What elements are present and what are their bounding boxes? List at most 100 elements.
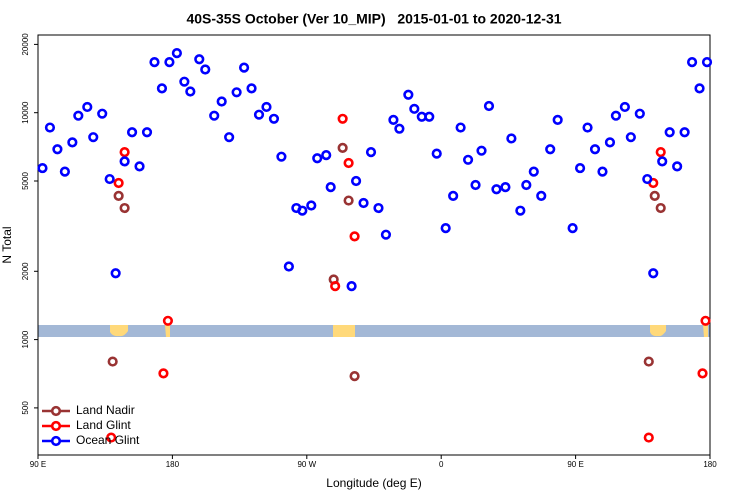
data-point: [521, 179, 532, 191]
data-point: [431, 148, 442, 159]
data-point: [246, 83, 257, 94]
ocean-strip: [38, 325, 710, 337]
data-point: [200, 64, 211, 75]
data-point: [268, 113, 280, 124]
data-point: [664, 127, 675, 138]
data-point: [104, 173, 115, 185]
data-point: [643, 356, 654, 367]
data-point: [491, 184, 502, 195]
data-point: [321, 150, 332, 161]
data-point: [59, 166, 70, 177]
data-point: [343, 195, 354, 206]
data-point: [126, 127, 138, 138]
data-point: [424, 111, 435, 122]
data-point: [113, 177, 124, 189]
x-tick-label: 180: [703, 460, 717, 469]
data-point: [238, 62, 250, 73]
data-point: [589, 144, 601, 155]
data-point: [619, 101, 630, 113]
data-point: [567, 223, 578, 234]
data-point: [694, 83, 705, 94]
data-point: [545, 144, 556, 155]
data-point: [409, 103, 420, 114]
data-point: [349, 231, 360, 242]
data-point: [185, 86, 196, 97]
data-point: [597, 166, 608, 177]
y-tick-label: 2000: [21, 262, 30, 280]
data-point: [476, 145, 487, 156]
data-point: [343, 157, 354, 169]
data-point: [365, 147, 377, 158]
data-point: [107, 356, 118, 367]
data-point: [394, 123, 405, 134]
data-point: [506, 133, 517, 144]
data-point: [312, 153, 323, 164]
data-point: [253, 109, 265, 120]
data-point: [604, 137, 616, 148]
data-point: [380, 229, 392, 240]
land-ocean-strip: [38, 325, 710, 337]
data-point: [455, 122, 466, 133]
data-point: [119, 156, 130, 167]
x-tick-label: 90 W: [297, 460, 316, 469]
y-tick-label: 5000: [21, 172, 30, 190]
data-point: [679, 127, 690, 138]
data-point: [515, 205, 526, 216]
data-point: [149, 57, 160, 68]
data-point: [179, 76, 190, 87]
data-point: [582, 122, 593, 133]
data-point: [462, 154, 474, 165]
data-point: [700, 315, 711, 326]
data-point: [224, 132, 235, 143]
data-point: [67, 137, 78, 148]
data-point: [346, 281, 357, 292]
data-point: [261, 101, 272, 113]
data-point: [209, 110, 220, 121]
data-point: [97, 108, 108, 119]
data-point: [52, 144, 63, 155]
data-point: [162, 315, 174, 326]
y-tick-label: 20000: [21, 33, 30, 56]
y-axis-label: N Total: [0, 226, 14, 263]
x-tick-label: 90 E: [567, 460, 583, 469]
data-point: [325, 181, 336, 193]
legend-label: Land Nadir: [76, 403, 135, 417]
data-point: [610, 110, 622, 121]
data-point: [330, 281, 341, 292]
data-point: [470, 179, 481, 191]
data-point: [500, 181, 511, 193]
land-blob: [333, 325, 355, 337]
chart-title: 40S-35S October (Ver 10_MIP) 2015-01-01 …: [186, 11, 561, 27]
data-point: [134, 161, 145, 172]
data-point: [141, 127, 153, 138]
y-tick-label: 10000: [21, 101, 30, 124]
data-point: [194, 54, 205, 65]
legend-marker: [50, 420, 62, 432]
data-point: [655, 202, 666, 214]
data-point: [337, 113, 348, 124]
data-point: [283, 261, 294, 272]
data-point: [373, 202, 384, 214]
legend-label: Land Glint: [76, 418, 131, 432]
data-point: [73, 110, 84, 121]
data-point: [110, 268, 121, 279]
data-point: [306, 200, 317, 211]
data-point: [119, 202, 130, 214]
x-tick-label: 180: [166, 460, 180, 469]
data-point: [648, 268, 659, 279]
data-point: [686, 57, 698, 68]
land-blob: [703, 325, 708, 337]
x-tick-label: 0: [439, 460, 444, 469]
y-tick-label: 1000: [21, 330, 30, 348]
data-point: [697, 368, 708, 379]
land-blob: [650, 325, 666, 337]
data-point: [297, 205, 308, 216]
data-point: [528, 166, 539, 177]
data-point: [37, 162, 48, 174]
data-point: [552, 114, 563, 125]
plot-frame: [37, 34, 711, 456]
data-point: [701, 57, 713, 68]
data-point: [350, 175, 362, 187]
